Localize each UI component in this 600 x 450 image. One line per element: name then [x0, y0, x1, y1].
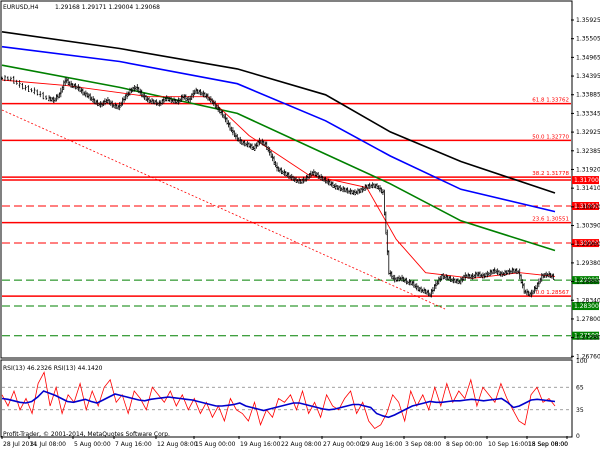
price-tick-label: 1.26760 [576, 353, 600, 360]
level-price-tag-label: 1.28300 [574, 303, 599, 310]
level-price-tag [572, 276, 599, 285]
price-tick-label: 1.35925 [576, 17, 600, 24]
price-tick-label: 1.30870 [576, 204, 600, 211]
time-tick-label: 5 Aug 00:00 [74, 441, 111, 448]
rsi-tick-label: 0 [576, 433, 580, 440]
fibonacci-level-label: 50.0 1.32770 [532, 134, 569, 140]
time-tick-label: 12 Aug 08:00 [157, 441, 198, 448]
level-price-tag [572, 201, 599, 210]
time-tick-label: 10 Sep 16:00 [488, 441, 528, 448]
time-tick-label: 18 Sep 00:00 [528, 441, 568, 448]
time-tick-label: 29 Aug 16:00 [362, 441, 403, 448]
price-tick-label: 1.28860 [576, 279, 600, 286]
level-price-tag-label: 1.31700 [574, 177, 599, 184]
price-tick-label: 1.31920 [576, 166, 600, 173]
time-tick-label: 28 Jul 2014 [3, 441, 37, 448]
time-tick-label: 27 Aug 00:00 [323, 441, 364, 448]
rsi-panel-frame [0, 359, 573, 438]
time-tick-label: 8 Sep 00:00 [446, 441, 482, 448]
fibonacci-level-label: 38.2 1.31778 [532, 171, 569, 177]
price-tick-label: 1.27800 [576, 316, 600, 323]
level-price-tag-label: 1.30000 [574, 240, 599, 247]
price-tick-label: 1.32385 [576, 148, 600, 155]
moving-average-line [1, 64, 556, 252]
price-tick-label: 1.30390 [576, 223, 600, 230]
price-tick-label: 1.34395 [576, 73, 600, 80]
price-tick-label: 1.28340 [576, 297, 600, 304]
time-tick-label: 22 Aug 08:00 [281, 441, 322, 448]
level-price-tag [572, 331, 599, 340]
time-tick-label: 31 Jul 08:00 [30, 441, 66, 448]
price-tick-label: 1.29960 [576, 241, 600, 248]
rsi-line [1, 390, 556, 419]
price-tick-label: 1.29380 [576, 260, 600, 267]
trendline [1, 109, 446, 310]
level-price-tag [572, 239, 599, 248]
window-title-ohlc: 1.29168 1.29171 1.29004 1.29068 [55, 4, 160, 11]
price-tick-label: 1.34965 [576, 54, 600, 61]
level-price-tag-label: 1.31000 [574, 203, 599, 210]
moving-average-line [1, 31, 556, 194]
copyright-watermark: Profit-Trader, © 2001-2014, MetaQuotes S… [3, 431, 170, 438]
rsi-panel-label: RSI(13) 46.2326 RSI(13) 44.1420 [3, 365, 103, 372]
fibonacci-level-label: 23.6 1.30551 [532, 217, 569, 223]
level-price-tag [572, 176, 599, 185]
rsi-line [1, 371, 556, 430]
moving-average-line [1, 45, 556, 213]
fibonacci-level-label: 0.0 1.28567 [536, 290, 570, 296]
rsi-tick-label: 65 [576, 384, 584, 391]
level-price-tag-label: 1.29000 [574, 277, 599, 284]
price-tick-label: 1.33345 [576, 110, 600, 117]
rsi-tick-label: 100 [576, 358, 588, 365]
rsi-tick-label: 35 [576, 407, 584, 414]
price-tick-label: 1.27280 [576, 335, 600, 342]
window-title-symbol: EURUSD,H4 [3, 4, 39, 11]
time-tick-label: 15 Sep 08:00 [528, 441, 568, 448]
time-tick-label: 7 Aug 16:00 [115, 441, 152, 448]
time-tick-label: 15 Aug 00:00 [195, 441, 236, 448]
price-tick-label: 1.35505 [576, 36, 600, 43]
time-tick-label: 3 Sep 08:00 [405, 441, 441, 448]
fibonacci-level-label: 61.8 1.33762 [532, 98, 569, 104]
price-tick-label: 1.33885 [576, 92, 600, 99]
price-tick-label: 1.31410 [576, 185, 600, 192]
level-price-tag [572, 302, 599, 311]
time-tick-label: 19 Aug 16:00 [240, 441, 281, 448]
level-price-tag-label: 1.27500 [574, 333, 599, 340]
price-tick-label: 1.32925 [576, 129, 600, 136]
